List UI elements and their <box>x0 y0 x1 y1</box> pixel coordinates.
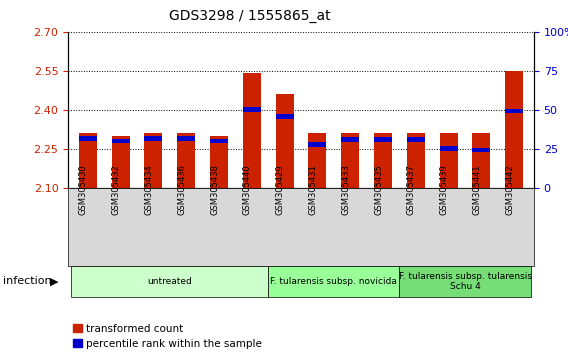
Text: GSM305441: GSM305441 <box>473 164 482 215</box>
Text: GSM305438: GSM305438 <box>210 164 219 215</box>
Text: GSM305432: GSM305432 <box>112 164 120 215</box>
Bar <box>407 137 425 142</box>
Text: GSM305434: GSM305434 <box>144 164 153 215</box>
Bar <box>79 136 97 141</box>
Bar <box>177 136 195 141</box>
Bar <box>177 133 195 188</box>
Text: GSM305435: GSM305435 <box>374 164 383 215</box>
Bar <box>440 146 458 151</box>
Text: GSM305433: GSM305433 <box>341 164 350 215</box>
Text: GSM305442: GSM305442 <box>506 164 514 215</box>
Bar <box>112 138 130 143</box>
Bar <box>210 138 228 143</box>
Bar <box>79 133 97 188</box>
Text: ▶: ▶ <box>50 276 59 286</box>
Bar <box>505 109 523 113</box>
Bar <box>374 137 392 142</box>
Bar <box>341 133 360 188</box>
Text: GSM305440: GSM305440 <box>243 164 252 215</box>
Text: GSM305437: GSM305437 <box>407 164 416 215</box>
Bar <box>473 148 490 152</box>
Text: GSM305430: GSM305430 <box>79 164 88 215</box>
Text: F. tularensis subsp. tularensis
Schu 4: F. tularensis subsp. tularensis Schu 4 <box>399 272 532 291</box>
Bar <box>341 137 360 142</box>
Text: GSM305439: GSM305439 <box>440 164 449 215</box>
Bar <box>308 133 327 188</box>
Bar <box>308 142 327 147</box>
Bar <box>243 73 261 188</box>
Text: GSM305431: GSM305431 <box>308 164 318 215</box>
Text: GSM305436: GSM305436 <box>177 164 186 215</box>
Text: GSM305429: GSM305429 <box>275 164 285 215</box>
Bar <box>144 136 162 141</box>
Bar <box>505 71 523 188</box>
Legend: transformed count, percentile rank within the sample: transformed count, percentile rank withi… <box>73 324 262 349</box>
Bar <box>144 133 162 188</box>
Bar <box>374 133 392 188</box>
Bar <box>473 133 490 188</box>
Bar <box>275 114 294 119</box>
Bar <box>243 107 261 112</box>
Text: GDS3298 / 1555865_at: GDS3298 / 1555865_at <box>169 9 331 23</box>
Bar <box>440 133 458 188</box>
Bar <box>407 133 425 188</box>
Bar <box>112 136 130 188</box>
Text: untreated: untreated <box>148 277 192 286</box>
Text: infection: infection <box>3 276 52 286</box>
Text: F. tularensis subsp. novicida: F. tularensis subsp. novicida <box>270 277 397 286</box>
Bar <box>210 136 228 188</box>
Bar <box>275 94 294 188</box>
